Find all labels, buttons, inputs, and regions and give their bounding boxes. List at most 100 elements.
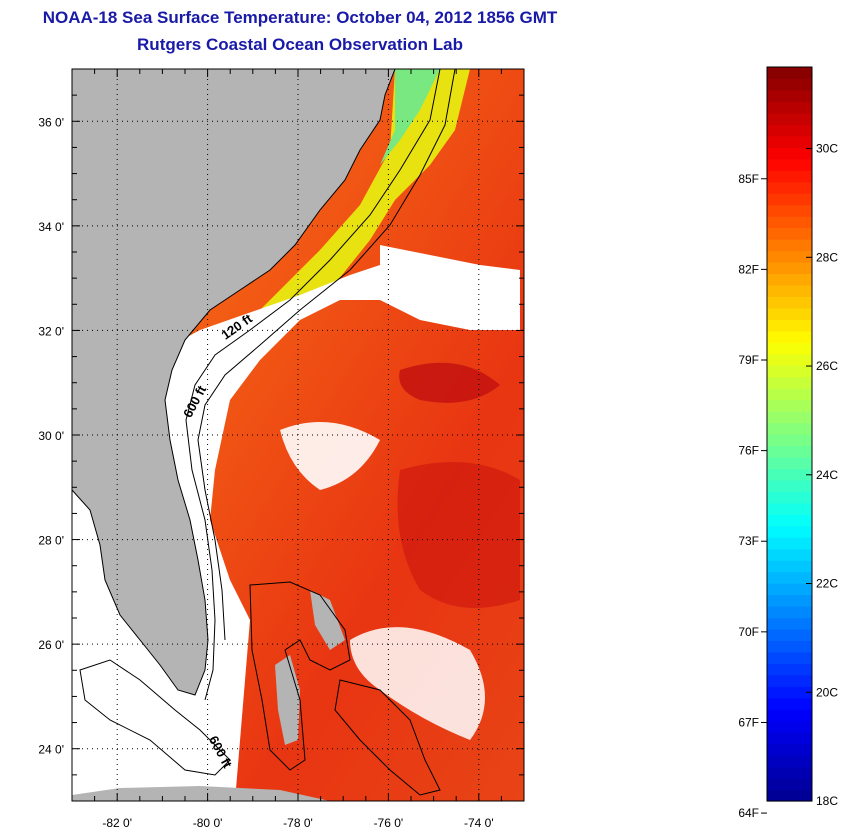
land-bahamas-east — [310, 590, 345, 650]
colorbar-swatch — [767, 606, 812, 619]
colorbar-swatch — [767, 388, 812, 401]
colorbar-swatch — [767, 456, 812, 470]
colorbar-swatch — [767, 227, 812, 240]
colorbar-frame — [766, 66, 813, 802]
colorbar-f-label: 64F — [738, 806, 759, 820]
colorbar-swatch — [767, 135, 812, 148]
graticule — [72, 69, 524, 801]
colorbar-c-label: 22C — [816, 577, 838, 591]
lat-tick-label: 24 0' — [38, 743, 64, 757]
colorbar-swatch — [767, 755, 812, 768]
colorbar-swatch — [767, 778, 812, 791]
colorbar-swatch — [767, 376, 812, 389]
warm-core-south — [397, 462, 520, 608]
colorbar-swatch — [767, 170, 812, 183]
colorbar-f-label: 67F — [738, 715, 759, 729]
colorbar-swatch — [767, 434, 812, 447]
colorbar-swatch — [767, 502, 812, 515]
colorbar-swatch — [767, 663, 812, 676]
colorbar-swatch — [767, 101, 812, 114]
lat-tick-label: 32 0' — [38, 324, 64, 338]
colorbar-swatch — [767, 147, 812, 160]
colorbar-swatch — [767, 617, 812, 630]
colorbar-swatch — [767, 491, 812, 504]
colorbar-f-label: 82F — [738, 262, 759, 276]
colorbar-swatch — [767, 651, 812, 664]
lon-tick-label: -76 0' — [374, 816, 404, 830]
colorbar-swatch — [767, 789, 812, 802]
lat-tick-label: 28 0' — [38, 534, 64, 548]
colorbar-swatch — [767, 193, 812, 206]
colorbar-swatch — [767, 571, 812, 584]
colorbar-c-label: 18C — [816, 794, 838, 808]
axis-ticks — [71, 68, 525, 802]
colorbar-swatch — [767, 445, 812, 458]
lat-tick-label: 26 0' — [38, 638, 64, 652]
colorbar — [767, 67, 812, 802]
colorbar-swatch — [767, 583, 812, 596]
colorbar-swatch — [767, 525, 812, 538]
lat-tick-label: 36 0' — [38, 115, 64, 129]
map-title: NOAA-18 Sea Surface Temperature: October… — [42, 8, 558, 27]
colorbar-swatch — [767, 640, 812, 653]
colorbar-c-label: 24C — [816, 468, 838, 482]
colorbar-swatch — [767, 239, 812, 252]
colorbar-swatch — [767, 399, 812, 412]
lat-tick-label: 30 0' — [38, 429, 64, 443]
colorbar-swatch — [767, 628, 812, 642]
colorbar-swatch — [767, 204, 812, 217]
keys-outline — [79, 659, 231, 776]
colorbar-f-label: 85F — [738, 172, 759, 186]
colorbar-f-label: 79F — [738, 353, 759, 367]
colorbar-swatch — [767, 78, 812, 91]
colorbar-swatch — [767, 330, 812, 343]
colorbar-swatch — [767, 181, 812, 194]
colorbar-swatch — [767, 674, 812, 687]
colorbar-swatch — [767, 697, 812, 710]
colorbar-swatch — [767, 743, 812, 756]
colorbar-swatch — [767, 560, 812, 573]
warm-core — [399, 362, 500, 403]
lon-tick-label: -78 0' — [283, 816, 313, 830]
colorbar-swatch — [767, 594, 812, 607]
colorbar-swatch — [767, 353, 812, 366]
lon-tick-label: -82 0' — [102, 816, 132, 830]
lat-tick-label: 34 0' — [38, 220, 64, 234]
nearshore-cool-water — [380, 69, 440, 165]
bahamas-bank-outline — [249, 581, 351, 771]
colorbar-swatch — [767, 411, 812, 424]
colorbar-c-label: 28C — [816, 250, 838, 264]
colorbar-swatch — [767, 67, 812, 80]
colorbar-swatch — [767, 732, 812, 745]
colorbar-swatch — [767, 284, 812, 297]
colorbar-f-label: 70F — [738, 625, 759, 639]
colorbar-f-label: 73F — [738, 534, 759, 548]
colorbar-swatch — [767, 686, 812, 699]
colorbar-c-label: 20C — [816, 685, 838, 699]
colorbar-swatch — [767, 342, 812, 355]
colorbar-swatch — [767, 158, 812, 171]
land-cuba — [72, 786, 330, 801]
colorbar-swatch — [767, 89, 812, 103]
colorbar-swatch — [767, 319, 812, 332]
bahamas-bank-outline-east — [334, 679, 441, 796]
lon-tick-label: -80 0' — [193, 816, 223, 830]
map-subtitle: Rutgers Coastal Ocean Observation Lab — [137, 35, 463, 54]
colorbar-c-label: 30C — [816, 142, 838, 156]
colorbar-swatch — [767, 468, 812, 481]
colorbar-swatch — [767, 709, 812, 722]
colorbar-swatch — [767, 124, 812, 137]
colorbar-fahrenheit-labels: 85F 82F 79F 76F 73F 70F 67F 64F — [738, 172, 767, 820]
colorbar-swatch — [767, 422, 812, 435]
coastline — [72, 69, 396, 696]
colorbar-swatch — [767, 296, 812, 309]
colorbar-swatch — [767, 514, 812, 527]
colorbar-swatch — [767, 365, 812, 378]
colorbar-swatch — [767, 261, 812, 275]
colorbar-c-label: 26C — [816, 359, 838, 373]
colorbar-swatch — [767, 548, 812, 561]
colorbar-celsius-labels: 30C 28C 26C 24C 22C 20C 18C — [806, 142, 838, 808]
colorbar-swatch — [767, 250, 812, 263]
colorbar-swatch — [767, 273, 812, 286]
